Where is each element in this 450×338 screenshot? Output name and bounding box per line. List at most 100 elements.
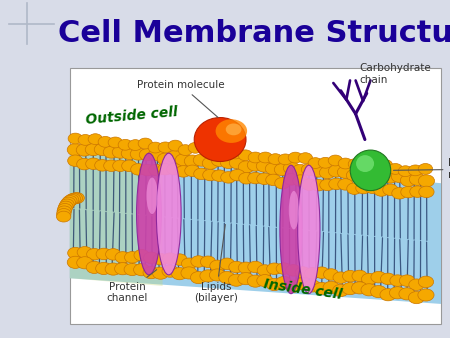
Circle shape [67, 256, 83, 268]
Circle shape [61, 197, 76, 208]
Circle shape [162, 253, 178, 264]
Circle shape [356, 172, 372, 184]
Circle shape [96, 262, 112, 274]
Circle shape [140, 164, 155, 176]
Circle shape [67, 144, 83, 156]
Circle shape [293, 175, 308, 186]
Circle shape [153, 267, 169, 279]
Circle shape [228, 148, 243, 159]
Circle shape [238, 150, 252, 161]
Circle shape [202, 157, 218, 169]
Circle shape [106, 249, 121, 260]
Circle shape [333, 272, 348, 283]
Circle shape [220, 156, 236, 168]
Circle shape [77, 246, 92, 258]
Circle shape [348, 159, 363, 169]
Circle shape [248, 152, 263, 163]
Circle shape [86, 248, 102, 260]
Circle shape [310, 165, 327, 177]
Circle shape [130, 148, 146, 160]
Circle shape [266, 279, 283, 291]
Circle shape [266, 174, 281, 186]
Circle shape [308, 158, 323, 168]
Circle shape [153, 254, 168, 265]
Circle shape [184, 165, 200, 176]
Ellipse shape [298, 165, 320, 294]
Circle shape [400, 174, 417, 187]
Circle shape [409, 292, 425, 304]
Circle shape [399, 275, 414, 286]
Circle shape [158, 164, 173, 175]
Circle shape [64, 194, 79, 205]
Circle shape [380, 289, 396, 301]
Polygon shape [70, 150, 441, 304]
Circle shape [333, 284, 349, 296]
Ellipse shape [157, 153, 181, 275]
Circle shape [268, 154, 283, 165]
Circle shape [229, 157, 245, 169]
Circle shape [139, 149, 155, 161]
Circle shape [383, 184, 398, 195]
Circle shape [210, 260, 225, 271]
Circle shape [178, 145, 193, 155]
Circle shape [248, 172, 263, 184]
Circle shape [347, 183, 362, 194]
Circle shape [257, 173, 272, 185]
Circle shape [125, 251, 140, 263]
Circle shape [115, 251, 130, 263]
Circle shape [218, 147, 233, 158]
Circle shape [211, 154, 227, 166]
Circle shape [418, 175, 435, 187]
Text: Protein molecule: Protein molecule [137, 80, 225, 117]
Circle shape [329, 178, 344, 190]
Circle shape [86, 158, 101, 170]
Circle shape [85, 144, 101, 156]
Circle shape [166, 164, 182, 175]
Circle shape [267, 263, 282, 274]
Circle shape [314, 267, 329, 279]
Circle shape [276, 263, 292, 274]
Circle shape [200, 270, 216, 282]
Circle shape [378, 160, 392, 170]
Circle shape [68, 247, 83, 259]
Circle shape [352, 270, 367, 282]
Circle shape [346, 169, 363, 182]
Circle shape [66, 193, 81, 204]
Circle shape [382, 171, 399, 183]
Circle shape [238, 272, 254, 285]
Circle shape [76, 159, 92, 170]
Circle shape [94, 160, 110, 171]
Circle shape [399, 288, 415, 300]
Circle shape [298, 153, 313, 164]
Circle shape [311, 179, 326, 191]
Circle shape [284, 162, 300, 174]
Circle shape [328, 155, 342, 166]
Circle shape [112, 160, 128, 171]
Circle shape [351, 282, 368, 294]
Circle shape [390, 275, 405, 286]
Circle shape [115, 263, 131, 275]
Circle shape [328, 165, 345, 177]
Circle shape [103, 146, 119, 158]
Circle shape [392, 170, 408, 183]
Circle shape [295, 267, 310, 278]
Circle shape [134, 249, 149, 261]
Polygon shape [70, 150, 162, 286]
Text: Inside cell: Inside cell [263, 277, 343, 302]
Circle shape [57, 211, 71, 222]
Circle shape [181, 267, 197, 279]
Circle shape [257, 265, 273, 276]
Circle shape [166, 151, 182, 163]
Circle shape [200, 256, 216, 267]
Circle shape [292, 164, 309, 176]
Circle shape [122, 160, 137, 172]
Circle shape [172, 254, 187, 265]
Circle shape [338, 179, 353, 190]
Circle shape [238, 262, 253, 273]
Circle shape [194, 168, 209, 179]
Circle shape [257, 274, 273, 287]
Circle shape [130, 164, 146, 175]
Circle shape [209, 269, 225, 281]
Circle shape [256, 160, 273, 172]
Circle shape [188, 142, 202, 153]
